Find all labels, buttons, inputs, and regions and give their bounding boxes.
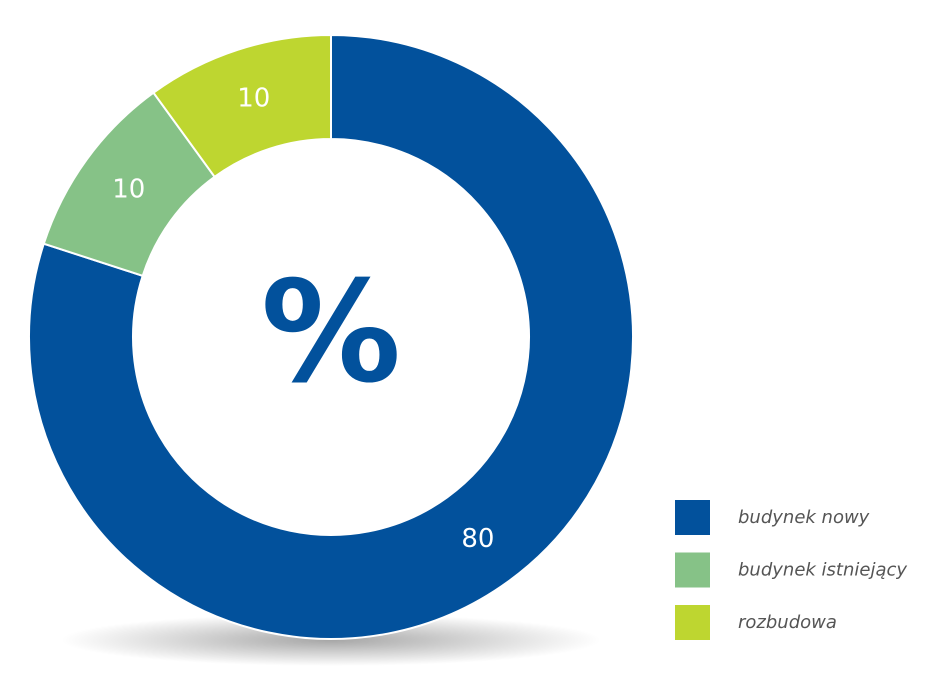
- value-label: 80: [461, 524, 494, 554]
- center-label: %: [261, 252, 401, 415]
- legend-label: budynek nowy: [738, 507, 870, 528]
- legend-swatch: [675, 500, 710, 535]
- slice: [28, 33, 634, 640]
- value-label: 10: [237, 84, 270, 114]
- slice: [152, 33, 332, 179]
- legend-label: rozbudowa: [738, 612, 837, 633]
- legend-swatch: [675, 605, 710, 640]
- slices: 80 10 10: [28, 33, 634, 640]
- value-label: 10: [112, 175, 145, 205]
- legend-swatch: [675, 552, 710, 588]
- legend: budynek nowy budynek istniejący rozbudowa: [675, 500, 907, 640]
- legend-label: budynek istniejący: [738, 560, 907, 581]
